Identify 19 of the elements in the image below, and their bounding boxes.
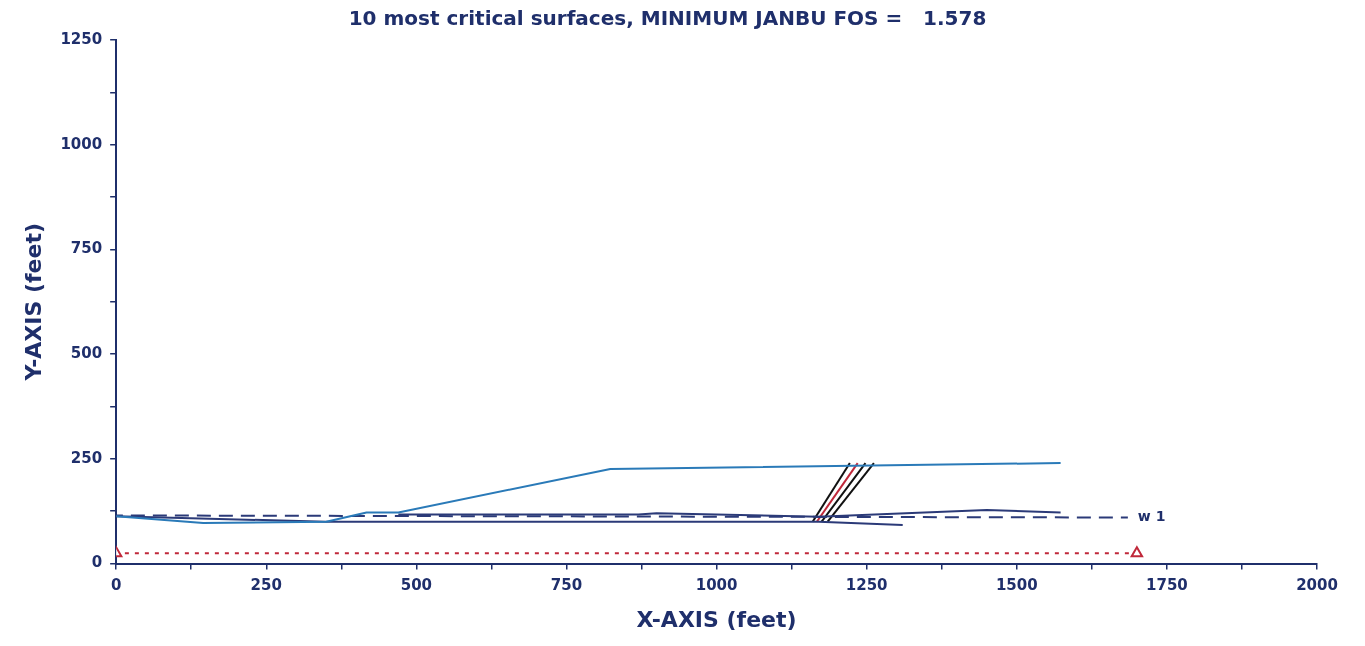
x-tick-label: 2000 (1296, 576, 1338, 595)
x-tick-label: 500 (400, 576, 433, 595)
x-axis-title: X-AXIS (feet) (636, 606, 797, 632)
x-tick-label: 1250 (845, 576, 888, 595)
x-tick-label: 1750 (1146, 576, 1188, 595)
series-label: w 1 (1137, 508, 1166, 525)
y-tick-label: 250 (70, 448, 103, 467)
y-tick-label: 500 (70, 344, 103, 363)
chart-title: 10 most critical surfaces, MINIMUM JANBU FOS = 1.578 (348, 6, 987, 31)
y-axis-title: Y-AXIS (feet) (20, 223, 46, 382)
x-tick-label: 1500 (995, 576, 1038, 595)
x-tick-label: 250 (250, 576, 282, 595)
y-tick-label: 0 (91, 553, 103, 572)
x-tick-label: 750 (550, 576, 583, 595)
y-tick-label: 1250 (60, 29, 103, 48)
y-tick-label: 750 (70, 239, 103, 258)
x-tick-label: 1000 (695, 576, 738, 595)
y-tick-label: 1000 (60, 134, 103, 153)
x-tick-label: 0 (110, 576, 122, 595)
